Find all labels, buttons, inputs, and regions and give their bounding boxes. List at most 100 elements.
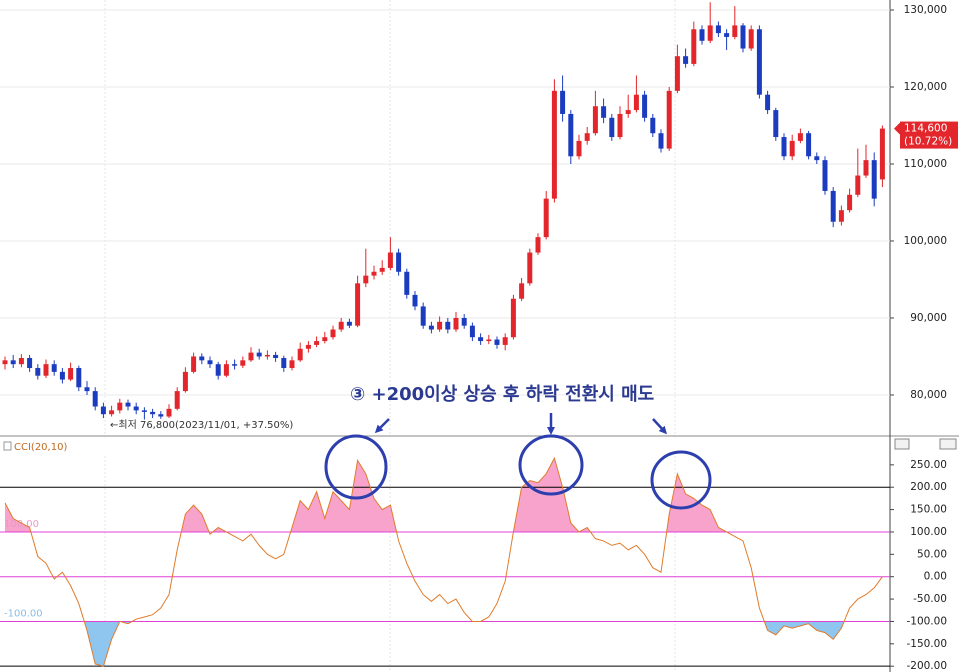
candle-body (478, 337, 484, 342)
y-tick-label: 130,000 (904, 4, 947, 16)
candle-body (789, 140, 795, 157)
candle-body (683, 56, 689, 64)
candle-body (379, 267, 385, 272)
candle-body (625, 110, 631, 114)
candle-body (109, 410, 115, 415)
candle-body (215, 364, 221, 376)
candle-body (576, 140, 582, 157)
price-tag-change: (10.72%) (904, 136, 952, 148)
candle-body (519, 283, 525, 299)
candle-body (412, 294, 418, 307)
vertical-grid (104, 0, 676, 672)
level-label: -100.00 (4, 608, 43, 619)
candle-body (592, 106, 598, 134)
candle-body (223, 364, 229, 376)
panel-close[interactable] (939, 438, 957, 450)
strategy-annotation: ③ +200이상 상승 후 하락 전환시 매도 (350, 383, 654, 405)
candle-body (92, 391, 98, 407)
candle-body (207, 360, 213, 365)
candle-body (305, 344, 311, 349)
candle-body (748, 29, 754, 49)
candle-body (150, 411, 156, 415)
candle-body (765, 94, 771, 111)
y-tick-label: 0.00 (924, 571, 947, 583)
y-tick-label: 90,000 (910, 312, 947, 324)
candle-body (445, 321, 451, 330)
candle-body (396, 252, 402, 272)
arrows (374, 413, 668, 435)
candle-body (35, 368, 41, 376)
cci-header (0, 437, 890, 455)
candle-body (289, 360, 295, 369)
candle-body (674, 56, 680, 91)
y-tick-label: -150.00 (906, 638, 947, 650)
candle-body (633, 94, 639, 111)
candle-body (43, 364, 49, 376)
candle-body (264, 354, 270, 357)
candle-body (601, 106, 607, 118)
candle-body (166, 408, 172, 417)
candle-body (281, 358, 287, 369)
candle-body (732, 25, 738, 37)
candle-body (568, 113, 574, 157)
candle-body (199, 356, 205, 361)
cci-title: CCI(20,10) (14, 442, 67, 453)
candle-body (650, 117, 656, 134)
candle-body (174, 391, 180, 409)
candle-body (461, 317, 467, 326)
candle-body (855, 175, 861, 195)
candle-body (437, 321, 443, 330)
cci-line (4, 456, 883, 667)
y-tick-label: 250.00 (910, 459, 947, 471)
low-note: ←최저 76,800(2023/11/01, +37.50%) (110, 419, 293, 431)
candle-body (543, 198, 549, 238)
candle-body (609, 117, 615, 138)
candle-body (510, 298, 516, 338)
candle-body (84, 387, 90, 392)
candle-body (773, 110, 779, 138)
candle-body (2, 360, 8, 365)
candle-body (699, 29, 705, 41)
candle-body (322, 337, 328, 342)
panel-button[interactable] (894, 438, 910, 450)
candle-body (838, 210, 844, 222)
candle-body (240, 360, 246, 366)
candle-body (453, 317, 459, 330)
y-tick-label: 120,000 (904, 81, 947, 93)
price-tag-pointer (894, 122, 900, 135)
cci-fill (84, 621, 845, 667)
candle-body (182, 371, 188, 392)
candle-body (27, 358, 33, 369)
candle-body (642, 94, 648, 118)
y-tick-label: 100.00 (910, 526, 947, 538)
candle-body (494, 339, 500, 345)
highlight-circles (324, 434, 712, 510)
candle-body (338, 321, 344, 330)
candle-body (355, 283, 361, 326)
candle-body (273, 354, 279, 359)
candle-body (814, 156, 820, 161)
candle-body (847, 194, 853, 211)
cci-icon (3, 441, 12, 451)
candle-body (141, 410, 147, 412)
candle-body (871, 160, 877, 199)
candle-body (371, 271, 377, 276)
candle-body (486, 339, 492, 342)
candle-body (502, 337, 508, 345)
candle-body (18, 358, 24, 365)
candle-body (707, 25, 713, 41)
candle-body (387, 252, 393, 268)
candle-body (560, 90, 566, 114)
candle-body (551, 90, 557, 199)
candle-body (59, 371, 65, 380)
candle-body (830, 190, 836, 222)
candle-body (617, 113, 623, 138)
candle-body (191, 356, 197, 372)
candle-body (346, 321, 352, 326)
candle-body (781, 137, 787, 157)
y-tick-label: 80,000 (910, 389, 947, 401)
candle-body (863, 160, 869, 176)
candle-body (691, 29, 697, 64)
